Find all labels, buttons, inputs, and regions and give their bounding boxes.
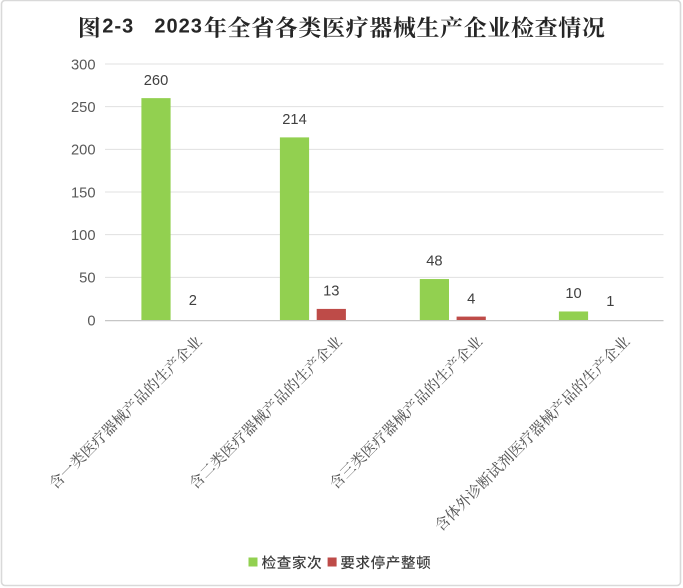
svg-text:100: 100 [71, 228, 96, 244]
svg-text:214: 214 [282, 112, 307, 128]
svg-text:250: 250 [71, 100, 96, 116]
svg-text:50: 50 [79, 271, 95, 287]
svg-text:0: 0 [87, 313, 95, 329]
svg-text:1: 1 [606, 294, 614, 310]
svg-text:13: 13 [323, 284, 339, 300]
svg-text:48: 48 [426, 254, 442, 270]
svg-text:260: 260 [144, 73, 169, 89]
svg-text:10: 10 [565, 286, 581, 302]
svg-text:300: 300 [71, 57, 96, 73]
svg-text:200: 200 [71, 143, 96, 159]
svg-text:150: 150 [71, 185, 96, 201]
svg-text:4: 4 [467, 291, 475, 307]
svg-text:2: 2 [189, 293, 197, 309]
